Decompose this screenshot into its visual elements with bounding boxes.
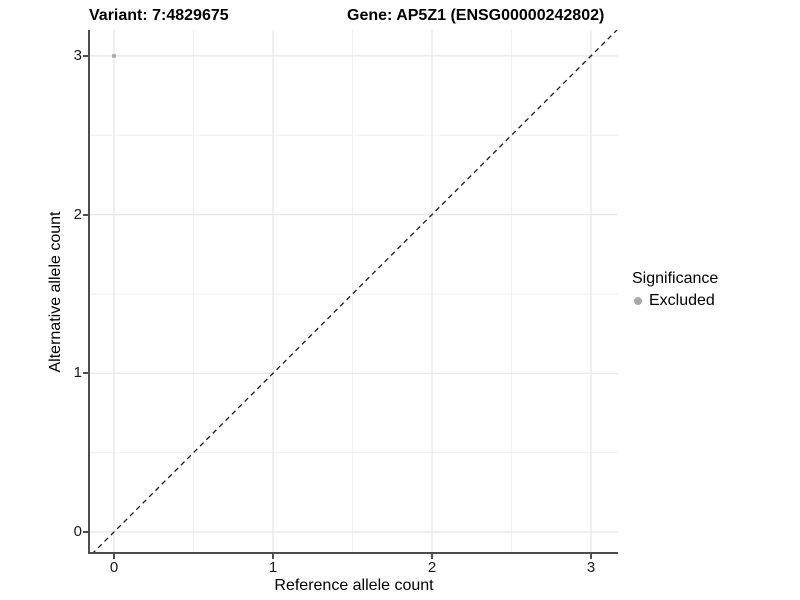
- plot-panel: [88, 30, 618, 554]
- legend: Significance Excluded: [632, 269, 718, 310]
- x-tick-label: 3: [586, 559, 596, 576]
- legend-title: Significance: [632, 270, 719, 287]
- legend-item-excluded: Excluded: [632, 292, 718, 310]
- x-tick-label: 1: [268, 559, 278, 576]
- x-tick-label: 0: [109, 559, 119, 576]
- x-axis-title: Reference allele count: [274, 577, 434, 594]
- plot-title-gene: Gene: AP5Z1 (ENSG00000242802): [347, 7, 605, 24]
- y-tick-mark: [83, 531, 88, 533]
- x-tick-mark: [431, 554, 433, 559]
- x-tick-mark: [272, 554, 274, 559]
- y-tick-label: 1: [73, 364, 82, 382]
- y-axis-title: Alternative allele count: [47, 211, 64, 373]
- excluded-point-icon: [634, 297, 642, 305]
- legend-item-label: Excluded: [649, 292, 715, 309]
- data-point: [111, 53, 117, 59]
- x-tick-mark: [590, 554, 592, 559]
- y-tick-label: 0: [73, 523, 82, 540]
- y-tick-mark: [83, 213, 88, 216]
- y-tick-mark: [83, 372, 88, 375]
- x-tick-label: 2: [427, 559, 437, 576]
- x-tick-mark: [113, 554, 115, 559]
- plot-title-variant: Variant: 7:4829675: [89, 7, 229, 24]
- y-tick-mark: [83, 54, 88, 57]
- y-tick-label: 3: [73, 46, 82, 64]
- plot-canvas: [90, 30, 618, 552]
- y-tick-label: 2: [73, 205, 82, 223]
- identity-dashed-line: [93, 30, 618, 552]
